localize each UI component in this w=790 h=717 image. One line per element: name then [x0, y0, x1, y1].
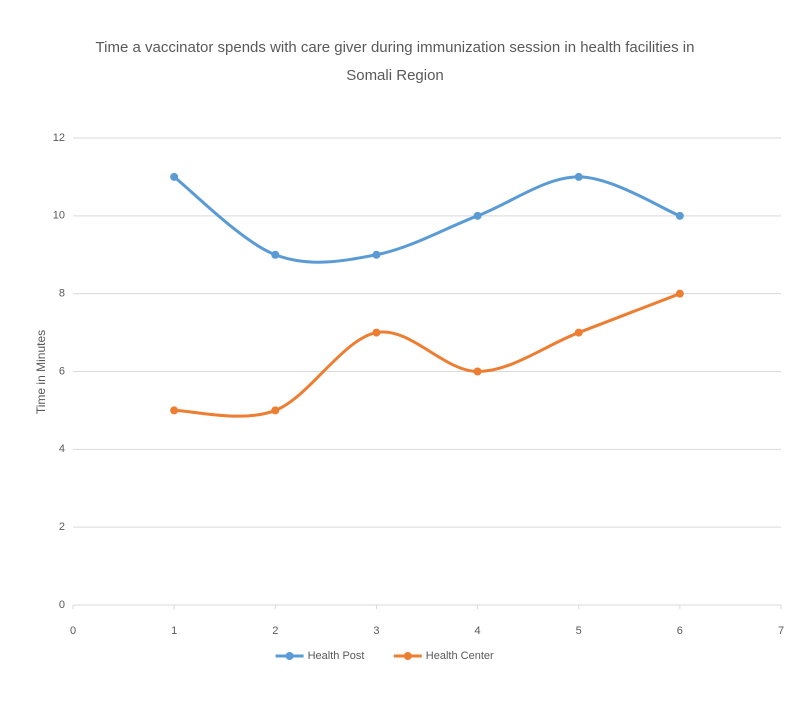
- x-tick-label: 6: [677, 625, 683, 637]
- point: [473, 367, 482, 376]
- legend-label: Health Post: [308, 650, 365, 662]
- x-tick-label: 1: [171, 625, 177, 637]
- point: [271, 250, 280, 259]
- series-line: [174, 292, 681, 418]
- legend-marker: [285, 652, 294, 660]
- y-tick-label: 0: [59, 599, 65, 611]
- legend-label: Health Center: [426, 650, 494, 662]
- point: [372, 328, 381, 337]
- point: [675, 289, 684, 298]
- legend-marker: [403, 652, 412, 660]
- point: [271, 406, 280, 415]
- point: [372, 250, 381, 259]
- y-axis-label: Time in Minutes: [34, 330, 48, 414]
- point: [473, 211, 482, 220]
- y-tick-label: 12: [53, 132, 65, 144]
- x-tick-label: 0: [70, 625, 76, 637]
- y-tick-label: 2: [59, 521, 65, 533]
- point: [574, 328, 583, 337]
- y-tick-label: 8: [59, 288, 65, 300]
- point: [675, 211, 684, 220]
- y-tick-label: 10: [53, 210, 65, 222]
- x-tick-label: 4: [475, 625, 481, 637]
- x-tick-label: 2: [272, 625, 278, 637]
- series-line: [173, 175, 681, 264]
- x-tick-label: 7: [778, 625, 784, 637]
- y-tick-label: 4: [59, 443, 65, 455]
- x-tick-label: 5: [576, 625, 582, 637]
- chart-title: Time a vaccinator spends with care giver…: [95, 39, 695, 84]
- point: [170, 172, 179, 181]
- point: [574, 172, 583, 181]
- point: [170, 406, 179, 415]
- x-tick-label: 3: [373, 625, 379, 637]
- y-tick-label: 6: [59, 365, 65, 377]
